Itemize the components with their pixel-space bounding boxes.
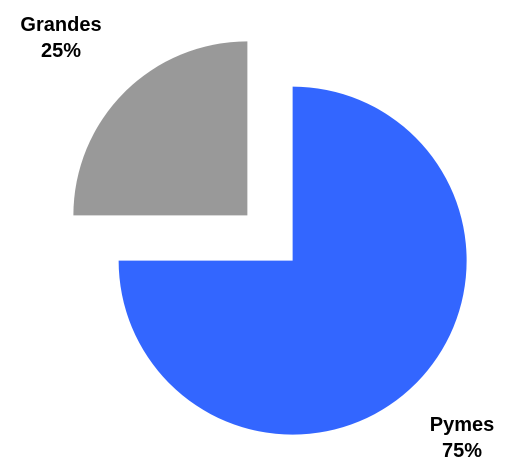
slice-name-grandes: Grandes <box>20 14 102 36</box>
pie-slice-pymes <box>118 86 467 435</box>
slice-label-pymes: Pymes 75% <box>412 412 512 464</box>
slice-percent-pymes: 75% <box>441 440 483 462</box>
pie-slice-grandes <box>73 41 248 216</box>
slice-label-grandes: Grandes 25% <box>6 12 116 64</box>
slice-name-pymes: Pymes <box>429 414 495 436</box>
slice-percent-grandes: 25% <box>40 40 82 62</box>
